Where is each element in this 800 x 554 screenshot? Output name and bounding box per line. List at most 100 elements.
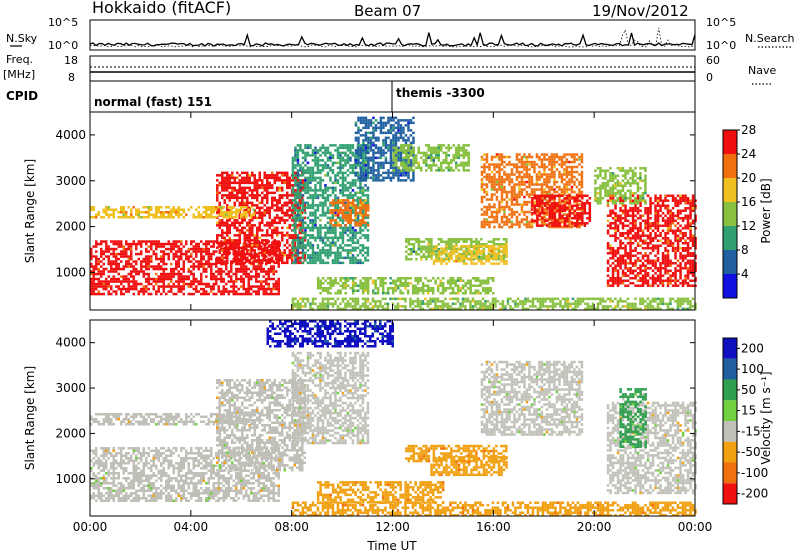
noise-search-label: N.Search <box>745 32 795 45</box>
heatmap-cell <box>455 154 458 157</box>
heatmap-cell <box>508 198 511 201</box>
heatmap-cell <box>500 180 504 184</box>
heatmap-cell <box>220 240 223 243</box>
heatmap-cell <box>165 262 168 266</box>
heatmap-cell <box>231 196 234 200</box>
heatmap-cell <box>266 179 269 182</box>
heatmap-cell <box>415 258 418 261</box>
heatmap-cell <box>420 255 423 258</box>
heatmap-cell <box>407 119 410 122</box>
heatmap-cell <box>326 287 330 290</box>
heatmap-cell <box>150 260 153 263</box>
heatmap-cell <box>445 248 448 251</box>
heatmap-cell <box>267 272 270 276</box>
heatmap-cell <box>273 199 276 202</box>
heatmap-cell <box>485 243 488 246</box>
heatmap-cell <box>485 210 489 214</box>
heatmap-cell <box>301 169 305 172</box>
heatmap-cell <box>272 287 275 291</box>
heatmap-cell <box>157 257 160 261</box>
heatmap-cell <box>488 168 491 171</box>
heatmap-cell <box>326 236 330 240</box>
heatmap-cell <box>231 241 234 245</box>
heatmap-cell <box>217 270 220 273</box>
heatmap-cell <box>100 292 103 296</box>
heatmap-cell <box>276 206 279 210</box>
heatmap-cell <box>485 160 489 164</box>
heatmap-cell <box>505 193 509 196</box>
heatmap-cell <box>452 247 456 250</box>
heatmap-cell <box>311 261 315 265</box>
heatmap-cell <box>334 206 337 210</box>
heatmap-cell <box>288 194 291 197</box>
heatmap-cell <box>276 171 279 175</box>
heatmap-cell <box>291 204 295 207</box>
heatmap-cell <box>216 259 219 262</box>
heatmap-cell <box>221 244 224 247</box>
heatmap-cell <box>177 280 180 283</box>
heatmap-cell <box>535 183 539 186</box>
heatmap-cell <box>492 257 496 260</box>
heatmap-cell <box>281 236 284 240</box>
heatmap-cell <box>495 252 498 255</box>
heatmap-cell <box>253 259 256 262</box>
heatmap-cell <box>291 229 295 232</box>
heatmap-cell <box>175 213 178 216</box>
heatmap-cell <box>170 290 173 293</box>
heatmap-cell <box>291 209 294 212</box>
heatmap-cell <box>495 247 498 250</box>
heatmap-cell <box>306 176 310 180</box>
heatmap-cell <box>235 280 238 283</box>
heatmap-cell <box>464 292 467 295</box>
heatmap-cell <box>301 186 304 190</box>
heatmap-cell <box>377 149 380 152</box>
heatmap-cell <box>314 261 317 265</box>
heatmap-cell <box>235 270 238 273</box>
heatmap-cell <box>389 277 392 280</box>
heatmap-cell <box>495 257 498 260</box>
heatmap-cell <box>412 174 415 177</box>
heatmap-cell <box>253 256 256 260</box>
heatmap-cell <box>374 169 378 172</box>
heatmap-cell <box>301 181 304 185</box>
heatmap-cell <box>271 234 274 237</box>
heatmap-cell <box>233 224 236 227</box>
heatmap-cell <box>304 171 307 175</box>
heatmap-cell <box>172 255 175 258</box>
heatmap-cell <box>392 139 395 142</box>
heatmap-cell <box>248 239 251 242</box>
heatmap-cell <box>490 247 493 250</box>
heatmap-cell <box>95 213 98 216</box>
heatmap-cell <box>200 265 203 268</box>
heatmap-cell <box>530 188 534 191</box>
heatmap-cell <box>530 223 534 226</box>
heatmap-cell <box>510 185 514 189</box>
heatmap-cell <box>490 244 493 248</box>
heatmap-cell <box>362 126 365 130</box>
heatmap-cell <box>402 129 405 132</box>
heatmap-cell <box>275 287 278 291</box>
heatmap-cell <box>110 267 113 271</box>
heatmap-cell <box>480 170 484 174</box>
heatmap-cell <box>267 277 270 281</box>
heatmap-cell <box>190 285 193 288</box>
heatmap-cell <box>243 241 246 245</box>
heatmap-cell <box>354 179 357 182</box>
heatmap-cell <box>117 245 120 248</box>
heatmap-cell <box>366 186 370 190</box>
heatmap-cell <box>407 161 410 165</box>
heatmap-cell <box>172 275 175 278</box>
heatmap-cell <box>281 231 284 235</box>
heatmap-cell <box>256 226 259 230</box>
heatmap-cell <box>218 261 221 265</box>
heatmap-cell <box>351 196 355 200</box>
heatmap-cell <box>359 284 362 287</box>
heatmap-cell <box>500 259 503 263</box>
heatmap-cell <box>362 116 365 120</box>
heatmap-cell <box>263 234 266 237</box>
heatmap-cell <box>122 211 125 214</box>
heatmap-cell <box>475 252 478 255</box>
heatmap-cell <box>523 168 526 171</box>
heatmap-cell <box>508 160 511 164</box>
heatmap-cell <box>227 213 230 216</box>
